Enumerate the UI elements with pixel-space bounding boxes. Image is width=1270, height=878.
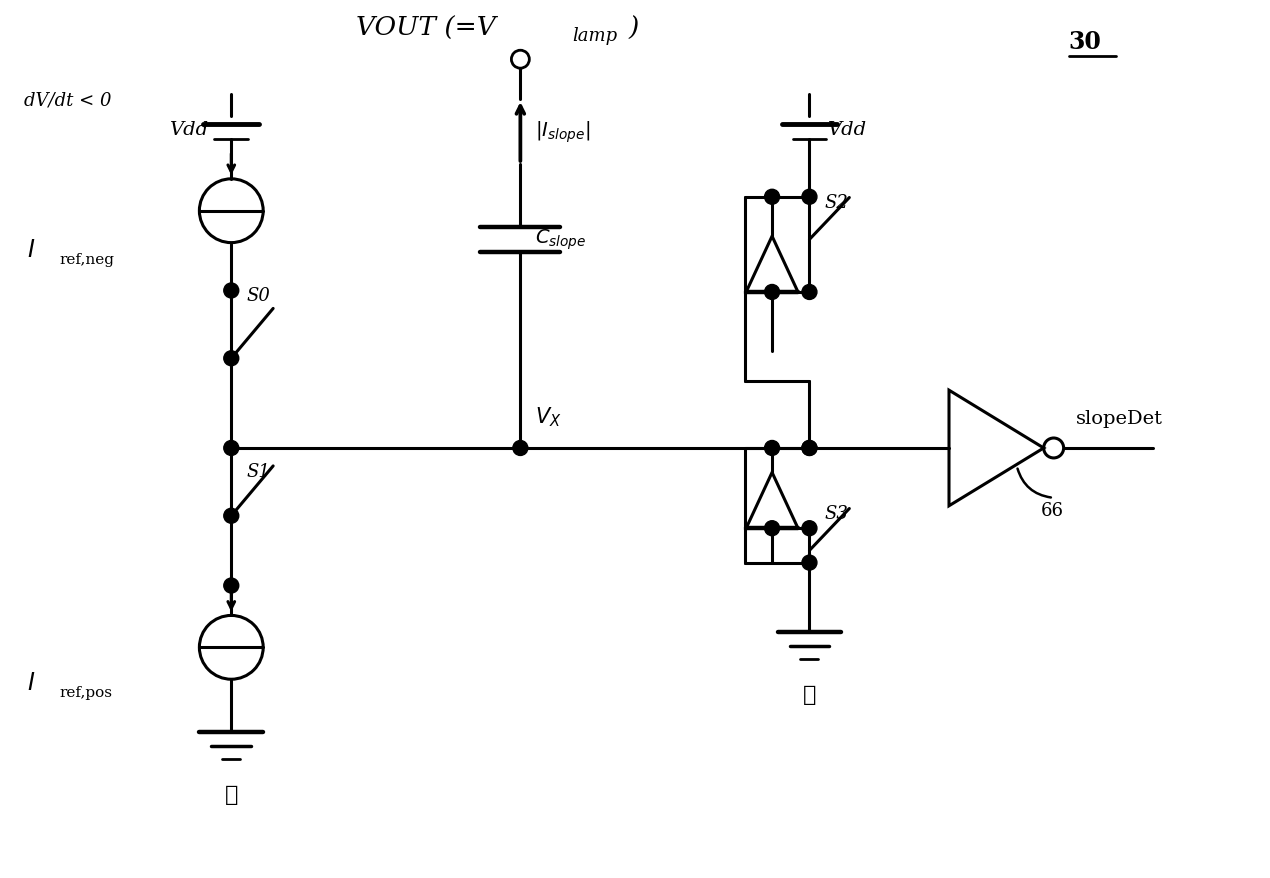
Circle shape (224, 441, 239, 456)
Circle shape (801, 285, 817, 300)
Circle shape (765, 285, 780, 300)
Circle shape (801, 441, 817, 456)
Text: ref,pos: ref,pos (60, 686, 113, 700)
Circle shape (765, 522, 780, 536)
Circle shape (765, 441, 780, 456)
Text: $V_X$: $V_X$ (536, 405, 561, 428)
Text: ): ) (629, 16, 639, 40)
Text: Vdd: Vdd (827, 121, 866, 139)
Circle shape (513, 441, 528, 456)
Text: 地: 地 (803, 683, 817, 705)
Circle shape (224, 351, 239, 366)
Circle shape (224, 579, 239, 594)
Text: 66: 66 (1040, 501, 1064, 519)
Text: S1: S1 (246, 463, 271, 480)
Text: Vdd: Vdd (169, 121, 208, 139)
Text: dV/dt < 0: dV/dt < 0 (24, 91, 112, 109)
Text: S2: S2 (824, 193, 848, 212)
Text: VOUT (=V: VOUT (=V (356, 16, 495, 40)
Circle shape (801, 190, 817, 205)
Text: 30: 30 (1068, 30, 1101, 54)
Text: slopeDet: slopeDet (1076, 410, 1162, 428)
Text: $C_{slope}$: $C_{slope}$ (536, 227, 587, 252)
Text: ref,neg: ref,neg (60, 252, 114, 266)
Text: S3: S3 (824, 504, 848, 522)
Text: $I$: $I$ (27, 237, 36, 262)
Text: $I$: $I$ (27, 671, 36, 694)
Text: lamp: lamp (573, 27, 617, 46)
Circle shape (801, 556, 817, 571)
Text: $|I_{slope}|$: $|I_{slope}|$ (536, 119, 591, 145)
Circle shape (765, 190, 780, 205)
FancyArrowPatch shape (1017, 469, 1050, 498)
Circle shape (801, 441, 817, 456)
Text: 地: 地 (225, 783, 237, 805)
Circle shape (224, 508, 239, 523)
Circle shape (224, 284, 239, 299)
Text: S0: S0 (246, 287, 271, 306)
Circle shape (801, 522, 817, 536)
